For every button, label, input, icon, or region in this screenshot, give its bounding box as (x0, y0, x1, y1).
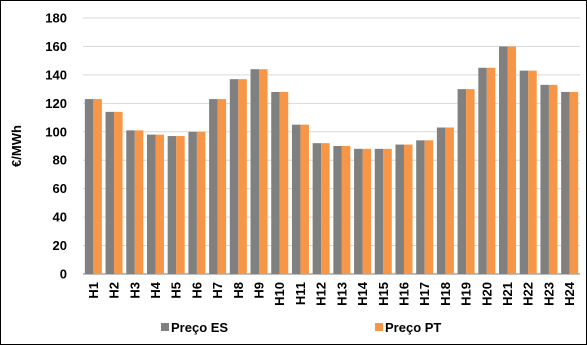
bar-preco-es-h9 (250, 69, 260, 274)
x-tick-label: H9 (252, 282, 267, 299)
legend-label: Preço ES (171, 320, 228, 335)
bar-preco-pt-h3 (134, 130, 144, 274)
bar-preco-es-h17 (416, 140, 425, 274)
x-tick-label: H16 (396, 282, 411, 306)
y-tick-label: 180 (45, 11, 67, 26)
y-tick-label: 160 (45, 39, 67, 54)
x-tick-label: H21 (500, 282, 515, 306)
x-tick-label: H12 (314, 282, 329, 306)
bar-preco-pt-h18 (445, 127, 454, 274)
bar-preco-es-h22 (519, 70, 529, 274)
bar-preco-es-h24 (561, 91, 570, 274)
bar-preco-pt-h22 (528, 70, 537, 274)
x-tick-labels: H1 H2 H3 H4 H5 H6 H7 H8 H9 H10 H11 H12 H13 H14 H15 H16 H… (86, 281, 577, 306)
bar-preco-pt-h16 (403, 144, 413, 274)
bar-preco-es-h14 (354, 148, 363, 274)
bar-preco-pt-h2 (114, 111, 123, 274)
bar-preco-es-h6 (188, 131, 197, 274)
bar-preco-es-h2 (105, 111, 115, 274)
bar-preco-pt-h14 (362, 148, 372, 274)
legend-swatch (375, 323, 383, 331)
bar-preco-pt-h11 (300, 124, 309, 275)
x-tick-label: H15 (376, 282, 391, 306)
x-tick-label: H20 (479, 282, 494, 306)
bar-preco-pt-h4 (155, 134, 164, 274)
bar-preco-pt-h23 (548, 84, 558, 274)
bar-preco-pt-h10 (279, 91, 289, 274)
bar-preco-es-h7 (209, 99, 218, 274)
y-axis-label: €/MWh (9, 125, 24, 167)
bar-preco-es-h3 (126, 130, 135, 274)
bar-preco-pt-h9 (259, 69, 268, 274)
bar-preco-pt-h7 (217, 99, 227, 274)
bar-preco-es-h16 (395, 144, 404, 274)
bar-preco-es-h20 (478, 67, 487, 275)
legend: Preço ES Preço PT (161, 320, 441, 335)
bar-preco-es-h23 (540, 84, 549, 274)
x-tick-label: H22 (521, 282, 536, 306)
bar-preco-es-h13 (333, 146, 342, 274)
x-tick-label: H23 (541, 282, 556, 306)
x-tick-label: H13 (334, 282, 349, 306)
x-tick-label: H7 (210, 282, 225, 299)
x-tick-label: H5 (169, 282, 184, 299)
y-tick-label: 80 (53, 153, 67, 168)
x-tick-label: H10 (272, 282, 287, 306)
y-tick-label: 20 (53, 238, 67, 253)
x-tick-label: H6 (189, 282, 204, 299)
bar-preco-pt-h6 (196, 131, 206, 274)
bar-preco-es-h10 (271, 91, 280, 274)
y-tick-label: 60 (53, 181, 67, 196)
x-tick-label: H2 (107, 282, 122, 299)
bar-preco-pt-h1 (93, 99, 102, 274)
bar-preco-es-h11 (291, 124, 301, 275)
bar-preco-pt-h19 (466, 89, 475, 274)
bar-preco-es-h8 (229, 79, 239, 275)
x-tick-label: H8 (231, 282, 246, 299)
bar-preco-es-h1 (84, 99, 94, 274)
x-tick-label: H4 (148, 281, 163, 298)
x-tick-label: H14 (355, 281, 370, 306)
bar-preco-es-h19 (457, 89, 467, 274)
bar-preco-es-h15 (374, 148, 384, 274)
bar-preco-es-h12 (312, 143, 322, 274)
x-tick-label: H3 (127, 282, 142, 299)
bar-preco-pt-h17 (424, 140, 434, 274)
legend-swatch (161, 323, 169, 331)
bar-preco-pt-h8 (238, 79, 247, 275)
bar-preco-es-h21 (499, 46, 508, 274)
y-tick-label: 40 (53, 210, 67, 225)
y-tick-label: 100 (45, 124, 67, 139)
legend-label: Preço PT (385, 320, 441, 335)
bar-preco-es-h5 (167, 136, 177, 274)
y-tick-labels: 0 20 40 60 80 100 120 140 160 180 (45, 11, 67, 282)
gridlines (83, 17, 580, 275)
bar-preco-pt-h20 (486, 67, 496, 275)
x-tick-label: H17 (417, 282, 432, 306)
bar-preco-pt-h15 (383, 148, 392, 274)
x-tick-label: H19 (459, 282, 474, 306)
y-tick-label: 120 (45, 96, 67, 111)
x-tick-label: H24 (562, 281, 577, 306)
x-tick-label: H11 (293, 282, 308, 305)
bars (84, 46, 579, 275)
bar-preco-pt-h13 (341, 146, 351, 274)
y-tick-label: 140 (45, 67, 67, 82)
bar-preco-pt-h5 (176, 136, 185, 274)
bar-preco-pt-h12 (321, 143, 330, 274)
bar-preco-es-h4 (146, 134, 156, 274)
bar-preco-pt-h21 (507, 46, 517, 274)
bar-preco-pt-h24 (569, 91, 579, 274)
x-tick-label: H1 (86, 282, 101, 299)
bar-preco-es-h18 (436, 127, 446, 274)
x-tick-label: H18 (438, 282, 453, 306)
y-tick-label: 0 (60, 267, 67, 282)
